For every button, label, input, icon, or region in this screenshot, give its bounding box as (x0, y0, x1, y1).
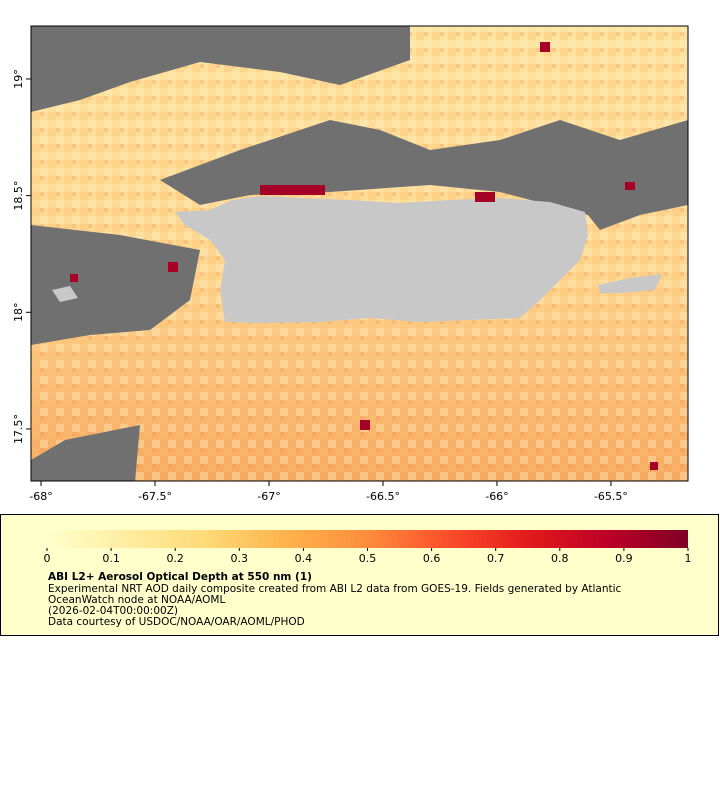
caption-line: OceanWatch node at NOAA/AOML (48, 594, 225, 606)
y-tick-label: 18.5° (12, 181, 25, 211)
caption-line: Experimental NRT AOD daily composite cre… (48, 583, 622, 595)
x-tick-label: -66.5° (366, 490, 400, 503)
colorbar-tick-label: 0.2 (166, 552, 184, 565)
colorbar-tick-label: 0.1 (102, 552, 120, 565)
x-tick-label: -67.5° (138, 490, 172, 503)
x-tick-label: -66° (485, 490, 508, 503)
y-tick-label: 19° (12, 69, 25, 89)
caption-lines: Experimental NRT AOD daily composite cre… (48, 583, 622, 628)
colorbar-tick-label: 0 (44, 552, 51, 565)
colorbar-tick-label: 1 (685, 552, 692, 565)
plot-frame (30, 25, 689, 482)
y-tick-label: 18° (12, 303, 25, 323)
colorbar-tick-label: 0.9 (615, 552, 633, 565)
map-field (31, 26, 688, 481)
x-tick-label: -67° (257, 490, 280, 503)
colorbar-tick-label: 0.4 (295, 552, 313, 565)
y-tick-label: 17.5° (12, 414, 25, 444)
caption-line: Data courtesy of USDOC/NOAA/OAR/AOML/PHO… (48, 616, 305, 628)
colorbar (47, 530, 688, 548)
colorbar-tick-label: 0.6 (423, 552, 441, 565)
colorbar-tick-label: 0.8 (551, 552, 569, 565)
colorbar-tick-label: 0.7 (487, 552, 505, 565)
x-tick-label: -65.5° (594, 490, 628, 503)
caption-line: (2026-02-04T00:00:00Z) (48, 605, 178, 617)
colorbar-tick-label: 0.5 (359, 552, 377, 565)
caption-title: ABI L2+ Aerosol Optical Depth at 550 nm … (48, 571, 312, 583)
colorbar-tick-label: 0.3 (231, 552, 249, 565)
x-tick-label: -68° (29, 490, 52, 503)
